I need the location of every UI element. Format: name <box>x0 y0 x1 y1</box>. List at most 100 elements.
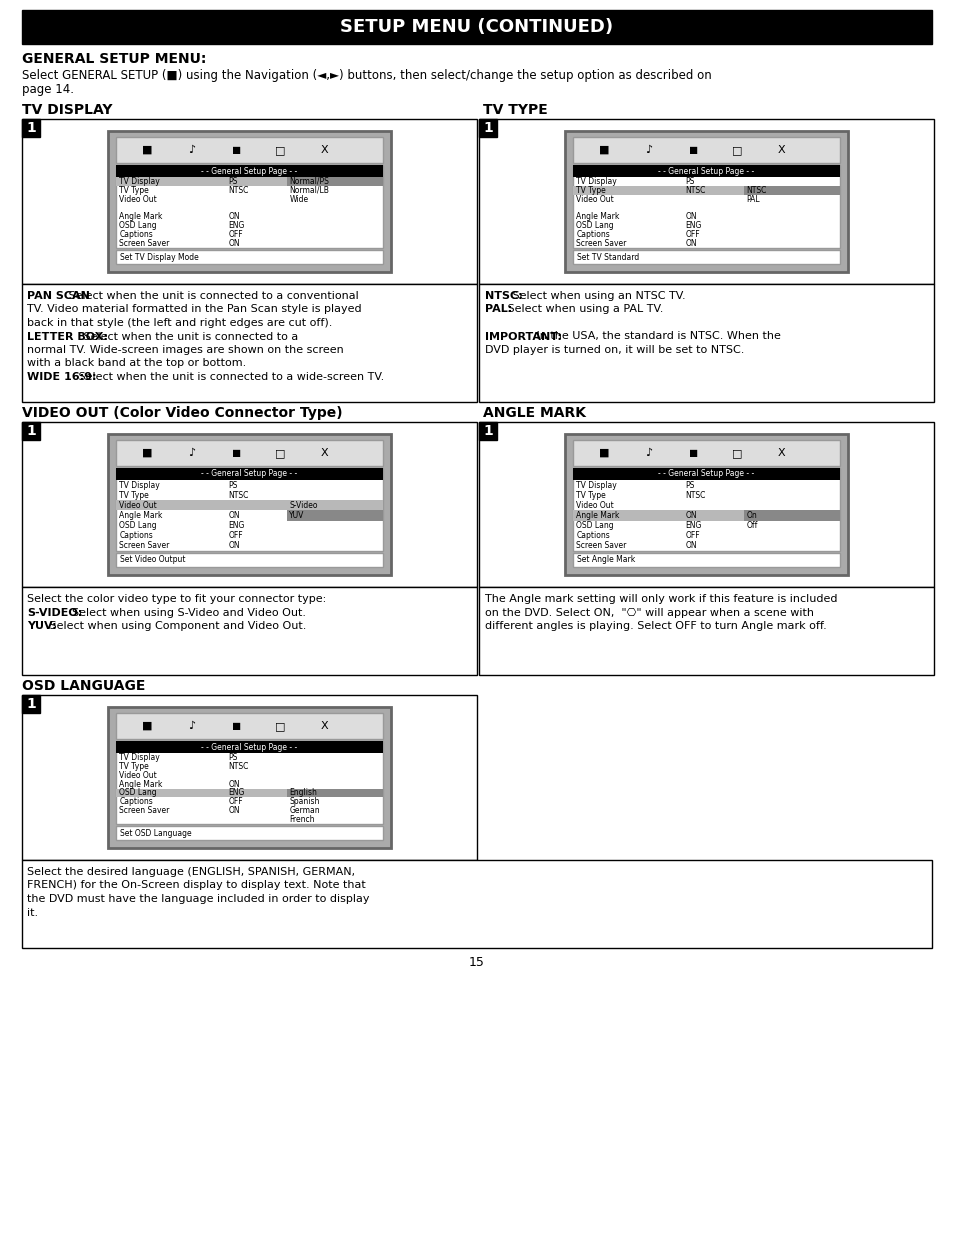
Text: ◼: ◼ <box>688 144 697 156</box>
Text: the DVD must have the language included in order to display: the DVD must have the language included … <box>27 894 369 904</box>
Bar <box>22 119 476 284</box>
Text: on the DVD. Select ON,  "⎔" will appear when a scene with: on the DVD. Select ON, "⎔" will appear w… <box>484 608 813 618</box>
Text: ANGLE MARK: ANGLE MARK <box>482 406 585 420</box>
Bar <box>116 165 382 177</box>
Bar <box>565 433 846 576</box>
Text: ♪: ♪ <box>188 144 195 156</box>
Text: Select when using Component and Video Out.: Select when using Component and Video Ou… <box>46 621 306 631</box>
Text: ■: ■ <box>598 448 609 458</box>
Text: TV Type: TV Type <box>119 185 149 195</box>
Bar <box>22 695 476 860</box>
Bar <box>116 713 382 739</box>
Text: Video Out: Video Out <box>119 195 157 204</box>
Text: IMPORTANT:: IMPORTANT: <box>484 331 561 342</box>
Text: Screen Saver: Screen Saver <box>576 240 626 248</box>
Bar <box>478 284 933 403</box>
Text: 1: 1 <box>482 424 493 438</box>
Text: □: □ <box>275 448 286 458</box>
Bar <box>478 422 497 440</box>
Text: PAL:: PAL: <box>484 305 512 315</box>
Text: different angles is playing. Select OFF to turn Angle mark off.: different angles is playing. Select OFF … <box>484 621 826 631</box>
Text: ■: ■ <box>142 448 152 458</box>
Text: Screen Saver: Screen Saver <box>119 806 170 815</box>
Text: YUV: YUV <box>289 511 304 520</box>
Text: Set TV Standard: Set TV Standard <box>577 252 639 262</box>
Text: WIDE 16:9:: WIDE 16:9: <box>27 372 96 382</box>
Text: TV Type: TV Type <box>119 490 149 500</box>
Text: ENG: ENG <box>684 221 700 230</box>
Text: □: □ <box>275 144 286 156</box>
Text: ♪: ♪ <box>188 721 195 731</box>
Text: PS: PS <box>228 753 237 762</box>
Bar <box>573 186 839 195</box>
Text: NTSC: NTSC <box>684 185 705 195</box>
Bar <box>22 119 40 137</box>
Bar <box>116 165 382 248</box>
Bar <box>22 587 476 676</box>
Bar <box>573 249 839 264</box>
Text: ON: ON <box>684 212 696 221</box>
Text: 1: 1 <box>26 121 36 135</box>
Text: ◼: ◼ <box>232 448 240 458</box>
Text: Select when the unit is connected to a wide-screen TV.: Select when the unit is connected to a w… <box>75 372 384 382</box>
Text: Select when using S-Video and Video Out.: Select when using S-Video and Video Out. <box>66 608 306 618</box>
Bar <box>116 440 382 466</box>
Text: Select when the unit is connected to a: Select when the unit is connected to a <box>80 331 297 342</box>
Bar <box>573 137 839 163</box>
Text: S-VIDEO:: S-VIDEO: <box>27 608 82 618</box>
Text: ENG: ENG <box>228 221 244 230</box>
Bar <box>573 510 839 521</box>
Text: PAL: PAL <box>745 195 760 204</box>
Bar <box>287 510 382 521</box>
Bar <box>478 119 497 137</box>
Text: TV Type: TV Type <box>119 762 149 771</box>
Text: TV Display: TV Display <box>576 480 617 489</box>
Text: TV TYPE: TV TYPE <box>482 103 547 117</box>
Text: English: English <box>289 788 317 798</box>
Text: YUV:: YUV: <box>27 621 56 631</box>
Text: ON: ON <box>228 240 239 248</box>
Bar <box>743 510 839 521</box>
Text: Spanish: Spanish <box>289 798 319 806</box>
Text: PS: PS <box>228 177 237 186</box>
Text: - - General Setup Page - -: - - General Setup Page - - <box>201 742 297 752</box>
Bar <box>478 422 933 587</box>
Text: ENG: ENG <box>684 521 700 530</box>
Bar <box>22 422 476 587</box>
Text: Screen Saver: Screen Saver <box>576 541 626 551</box>
Text: TV Type: TV Type <box>576 490 605 500</box>
Text: NTSC: NTSC <box>684 490 705 500</box>
Bar <box>573 553 839 567</box>
Text: OSD Lang: OSD Lang <box>119 221 157 230</box>
Bar <box>116 249 382 264</box>
Text: ◼: ◼ <box>232 721 240 731</box>
Text: Wide: Wide <box>289 195 308 204</box>
Text: normal TV. Wide-screen images are shown on the screen: normal TV. Wide-screen images are shown … <box>27 345 343 354</box>
Text: □: □ <box>275 721 286 731</box>
Bar <box>116 500 382 510</box>
Text: FRENCH) for the On-Screen display to display text. Note that: FRENCH) for the On-Screen display to dis… <box>27 881 365 890</box>
Text: NTSC: NTSC <box>228 762 249 771</box>
Text: 15: 15 <box>469 956 484 969</box>
Text: Select the color video type to fit your connector type:: Select the color video type to fit your … <box>27 594 326 604</box>
Text: Set Video Output: Set Video Output <box>120 556 186 564</box>
Text: PAN SCAN: PAN SCAN <box>27 291 90 301</box>
Bar <box>116 137 382 163</box>
Text: NTSC:: NTSC: <box>484 291 522 301</box>
Text: PS: PS <box>684 480 694 489</box>
Text: NTSC: NTSC <box>228 185 249 195</box>
Text: X: X <box>321 448 329 458</box>
Text: □: □ <box>732 144 742 156</box>
Text: Set TV Display Mode: Set TV Display Mode <box>120 252 199 262</box>
Text: OSD Lang: OSD Lang <box>576 221 614 230</box>
Text: ON: ON <box>684 541 696 551</box>
Text: Screen Saver: Screen Saver <box>119 240 170 248</box>
Text: Select when using a PAL TV.: Select when using a PAL TV. <box>504 305 663 315</box>
Text: X: X <box>321 144 329 156</box>
Bar <box>573 468 839 551</box>
Text: PS: PS <box>228 480 237 489</box>
Text: OSD Lang: OSD Lang <box>576 521 614 530</box>
Text: OSD Lang: OSD Lang <box>119 788 157 798</box>
Text: back in that style (the left and right edges are cut off).: back in that style (the left and right e… <box>27 317 332 329</box>
Bar <box>22 10 931 44</box>
